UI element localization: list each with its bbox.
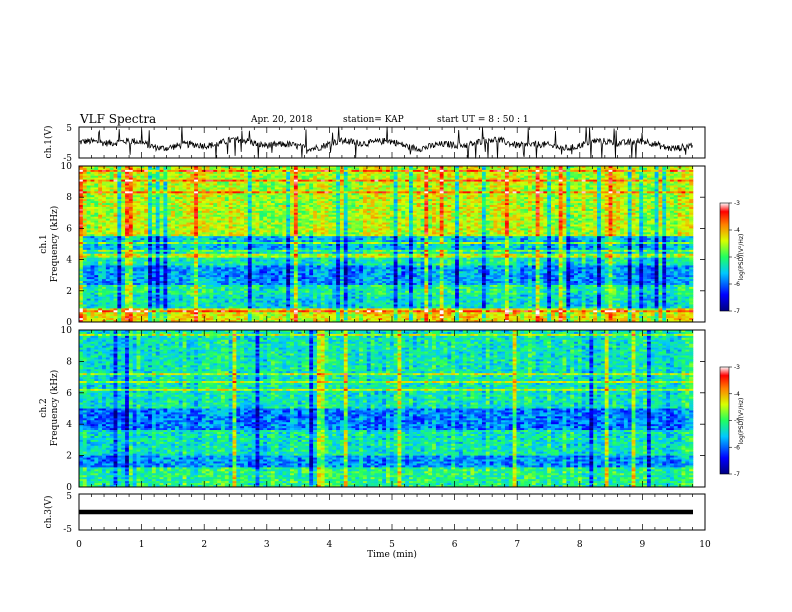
ch3-waveform-ylabel: ch.3(V) [43,496,54,529]
ytick-label: 10 [61,326,73,336]
colorbar-tick-label: -7 [734,308,740,315]
ch2-spectrogram-image [79,330,694,488]
header-date: Apr. 20, 2018 [250,115,313,125]
header-start-time: start UT = 8 : 50 : 1 [437,115,529,125]
ch2-colorbar [719,366,730,475]
xtick-label: 5 [389,540,395,550]
ch3-ytick-top: 5 [66,492,72,502]
ytick-label: 6 [66,224,72,234]
colorbar-tick-label: -6 [734,281,740,288]
ch1-ytick-top: 5 [66,124,72,134]
colorbar-tick-label: -3 [734,364,740,371]
ytick-label: 10 [61,162,73,172]
ytick-label: 8 [66,357,72,367]
ytick-label: 8 [66,193,72,203]
ch2-spectrogram-ylabel-channel: ch.2 [39,398,49,417]
x-axis-ticks [78,127,706,530]
xtick-label: 8 [577,540,583,550]
ch1-spectrogram-ylabel-frequency: Frequency (kHz) [49,206,60,283]
colorbar-tick-label: -7 [734,471,740,478]
xtick-label: 2 [201,540,207,550]
xtick-label: 6 [452,540,458,550]
xtick-label: 3 [264,540,270,550]
ytick-label: 4 [66,420,72,430]
ch1-colorbar [719,202,730,312]
xtick-label: 9 [640,540,646,550]
ch1-ytick-bottom: -5 [63,154,72,164]
ch1-spectrogram-image [79,166,694,323]
x-axis-label: Time (min) [367,549,417,560]
xtick-label: 7 [514,540,520,550]
ch2-spectrogram-ylabel-frequency: Frequency (kHz) [49,370,60,447]
xtick-label: 4 [327,540,333,550]
ch3-waveform-panel: 5 -5 ch.3(V) [43,492,706,535]
ytick-label: 0 [66,318,72,328]
colorbar-tick-label: -4 [734,391,740,398]
colorbar-tick-label: -6 [734,444,740,451]
figure-title: VLF Spectra [79,112,156,126]
ch1-colorbar-label: log(PSD)(V²/Hz) [738,234,745,281]
x-axis-tick-labels: 0 1 2 3 4 5 6 7 8 9 10 [76,540,711,550]
ch3-ytick-bottom: -5 [63,525,72,535]
colorbar-tick-label: -5 [734,254,740,261]
xtick-label: 1 [139,540,145,550]
ch1-waveform-panel: 5 -5 ch.1(V) [43,124,706,164]
ch2-colorbar-label: log(PSD)(V²/Hz) [738,398,745,445]
colorbar-tick-label: -4 [734,227,740,234]
colorbar-tick-label: -5 [734,418,740,425]
ytick-label: 4 [66,256,72,266]
header-station: station= KAP [343,115,404,125]
xtick-label: 0 [76,540,82,550]
xtick-label: 10 [699,540,711,550]
colorbar-tick-label: -3 [734,200,740,207]
ytick-label: 0 [66,483,72,493]
ytick-label: 2 [66,287,72,297]
ytick-label: 2 [66,452,72,462]
ytick-label: 6 [66,389,72,399]
ch1-waveform-ylabel: ch.1(V) [43,126,54,159]
ch1-spectrogram-ylabel-channel: ch.1 [39,234,49,253]
ch1-waveform-line [79,126,693,159]
